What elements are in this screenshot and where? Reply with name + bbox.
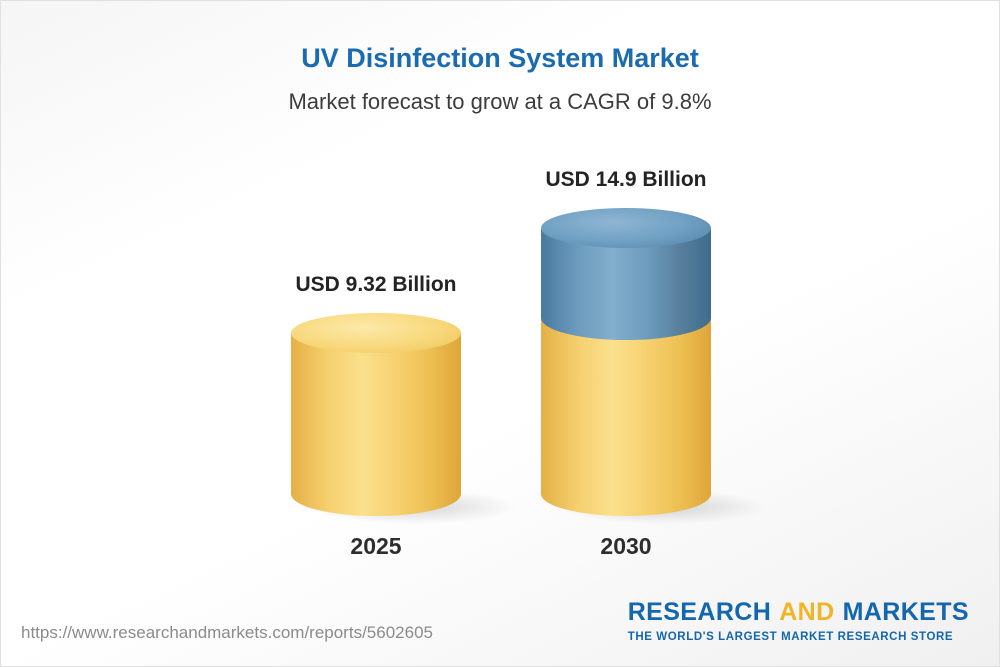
logo-word-research: RESEARCH xyxy=(627,598,772,626)
bar-2030-base-segment xyxy=(541,308,711,516)
bar-2030 xyxy=(541,208,711,516)
axis-label-2030: 2030 xyxy=(600,533,652,559)
bar-2025-body xyxy=(291,333,461,516)
logo-word-markets: MARKETS xyxy=(842,598,969,626)
logo-word-and: AND xyxy=(779,598,835,626)
logo-tagline: THE WORLD'S LARGEST MARKET RESEARCH STOR… xyxy=(627,631,954,643)
research-and-markets-logo: RESEARCH AND MARKETS THE WORLD'S LARGEST M… xyxy=(628,598,969,643)
value-label-2030: USD 14.9 Billion xyxy=(545,168,707,191)
report-url: https://www.researchandmarkets.com/repor… xyxy=(21,623,433,642)
page-title: UV Disinfection System Market xyxy=(301,43,699,73)
bar-2030-top-face xyxy=(541,208,711,248)
bar-2025-top-face xyxy=(291,313,461,353)
bar-2025 xyxy=(291,313,461,516)
page-subtitle: Market forecast to grow at a CAGR of 9.8… xyxy=(288,89,712,114)
logo-wordmark: RESEARCH AND MARKETS xyxy=(628,598,969,627)
value-label-2025: USD 9.32 Billion xyxy=(295,273,457,296)
axis-label-2025: 2025 xyxy=(350,533,402,559)
